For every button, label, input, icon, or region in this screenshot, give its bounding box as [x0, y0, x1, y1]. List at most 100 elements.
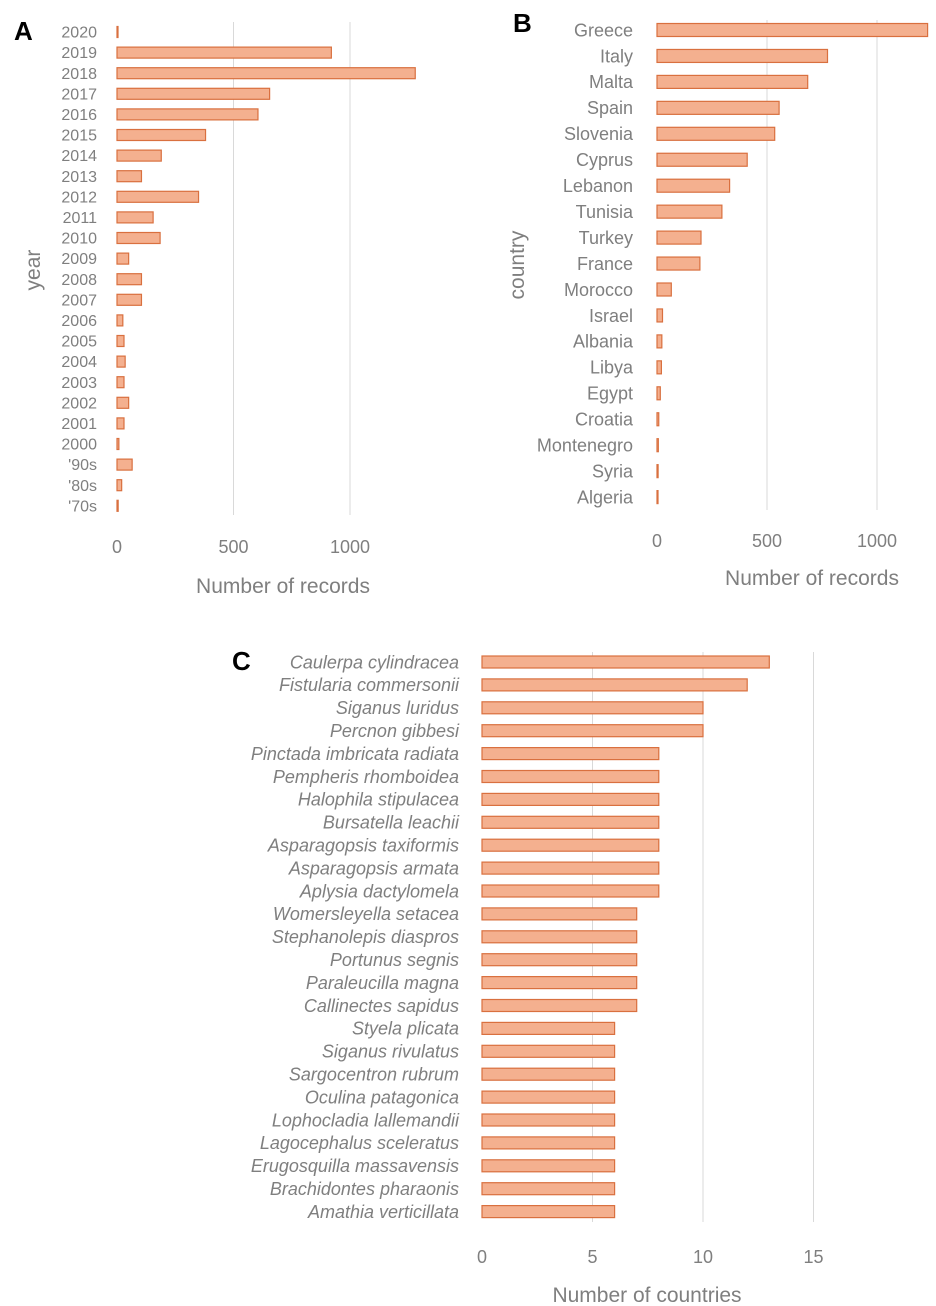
panel-c-bar [481, 678, 748, 692]
panel-c-bar [481, 1204, 616, 1219]
panel-b-bar [656, 360, 663, 375]
panel-c-category-label: Oculina patagonica [305, 1087, 459, 1107]
panel-c-bar [481, 746, 660, 761]
panel-a-category-label: 2006 [61, 313, 97, 330]
panel-c-category-label: Callinectes sapidus [304, 996, 459, 1016]
panel-c-category-label: Caulerpa cylindracea [290, 652, 459, 672]
panel-b-x-tick-label: 500 [752, 531, 782, 551]
panel-a-category-label: 2017 [61, 86, 97, 103]
panel-a-category-label: 2018 [61, 66, 97, 83]
panel-a-category-label: 2020 [61, 25, 97, 42]
panel-c-bar [481, 975, 638, 990]
panel-c-bar [481, 815, 660, 829]
panel-a-category-label: 2004 [61, 354, 97, 371]
panel-a-bar [116, 499, 119, 512]
panel-c-bar [481, 1067, 616, 1081]
panel-a-category-label: '70s [68, 498, 97, 515]
panel-c-category-label: Sargocentron rubrum [289, 1065, 459, 1085]
panel-a-bar [116, 67, 416, 80]
panel-a-category-label: 2002 [61, 395, 97, 412]
panel-c-category-label: Amathia verticillata [307, 1202, 459, 1222]
panel-b-bar [656, 152, 748, 167]
panel-a-bar [116, 458, 133, 471]
panel-a-category-label: 2009 [61, 251, 97, 268]
panel-a-bar [116, 417, 125, 430]
panel-b-bar [656, 74, 809, 90]
panel-c-category-label: Womersleyella setacea [273, 904, 459, 924]
panel-c-x-tick-label: 0 [477, 1247, 487, 1267]
panel-c-x-axis-title: Number of countries [552, 1284, 741, 1306]
panel-c-category-label: Halophila stipulacea [298, 790, 459, 810]
panel-a-category-label: 2005 [61, 334, 97, 351]
panel-a-bar [116, 190, 200, 203]
panel-b-category-label: Israel [589, 306, 633, 326]
panel-c-x-tick-label: 15 [803, 1247, 823, 1267]
panel-b-category-label: Lebanon [563, 176, 633, 196]
panel-c-bar [481, 930, 638, 944]
panel-b-category-label: Croatia [575, 410, 634, 430]
panel-a-category-label: 2011 [63, 210, 98, 227]
panel-b-bar [656, 490, 659, 505]
panel-a-category-label: '90s [68, 457, 97, 474]
panel-a-bar [116, 293, 143, 306]
panel-c-bar [481, 724, 704, 738]
panel-c-bar [481, 953, 638, 967]
panel-c-bar [481, 701, 704, 715]
panel-c-category-label: Siganus luridus [336, 698, 459, 718]
panel-b-category-label: Libya [590, 358, 634, 378]
panel-a-bar [116, 314, 124, 327]
panel-a-category-label: 2007 [61, 292, 97, 309]
panel-a-category-label: '80s [68, 478, 97, 495]
panel-b-y-axis-title: country [506, 230, 529, 299]
panel-a-category-label: 2003 [61, 375, 97, 392]
panel-c-bar [481, 1182, 616, 1196]
panel-b-category-label: Greece [574, 20, 633, 40]
panel-b-bar [656, 126, 776, 141]
panel-b-bar [656, 256, 701, 271]
panel-c-bar [481, 1113, 616, 1127]
panel-a-category-label: 2000 [61, 437, 97, 454]
panel-c-bar [481, 838, 660, 852]
panel-a-category-label: 2014 [61, 148, 97, 165]
panel-b-x-tick-label: 1000 [857, 531, 897, 551]
panel-c-bar [481, 1159, 616, 1173]
panel-b-category-label: Algeria [577, 487, 634, 507]
panel-a-bar [116, 376, 125, 389]
panel-a-x-axis-title: Number of records [196, 575, 370, 598]
panel-b-category-label: Montenegro [537, 436, 633, 456]
panel-c-category-label: Erugosquilla massavensis [251, 1156, 459, 1176]
panel-a-category-label: 2015 [61, 128, 97, 145]
panel-b-category-label: Albania [573, 332, 634, 352]
panel-b-category-label: Egypt [587, 384, 633, 404]
panel-c-bar [481, 1044, 616, 1058]
panel-c-bar [481, 655, 770, 669]
panel-c-category-label: Styela plicata [352, 1019, 459, 1039]
panel-b-category-label: Cyprus [576, 150, 633, 170]
panel-a-bar [116, 396, 130, 409]
panel-c-bar [481, 792, 660, 807]
panel-b-category-label: Spain [587, 98, 633, 118]
panel-b-bar [656, 100, 780, 115]
panel-a-x-tick-label: 0 [112, 537, 122, 557]
panel-a-category-label: 2019 [61, 45, 97, 62]
panel-c-bar [481, 769, 660, 784]
panel-a-category-label: 2016 [61, 107, 97, 124]
panel-b-x-tick-label: 0 [652, 531, 662, 551]
panel-a-bar [116, 46, 332, 59]
panel-a-x-tick-label: 500 [218, 537, 248, 557]
panel-a-category-label: 2013 [61, 169, 97, 186]
panel-c-bar [481, 1090, 616, 1104]
panel-a-bar [116, 170, 143, 183]
panel-a-category-label: 2001 [61, 416, 97, 433]
panel-b-bar [656, 464, 659, 479]
panel-c-category-label: Siganus rivulatus [322, 1042, 459, 1062]
panel-b-bar [656, 308, 664, 323]
panel-a-category-label: 2008 [61, 272, 97, 289]
panel-b-bar [656, 386, 661, 401]
panel-a-bar [116, 334, 125, 348]
panel-c-letter: C [232, 646, 251, 676]
panel-a-bar [116, 437, 120, 451]
panel-a-category-label: 2010 [61, 231, 97, 248]
panel-a-x-tick-label: 1000 [330, 537, 370, 557]
panel-a-bar [116, 128, 207, 142]
